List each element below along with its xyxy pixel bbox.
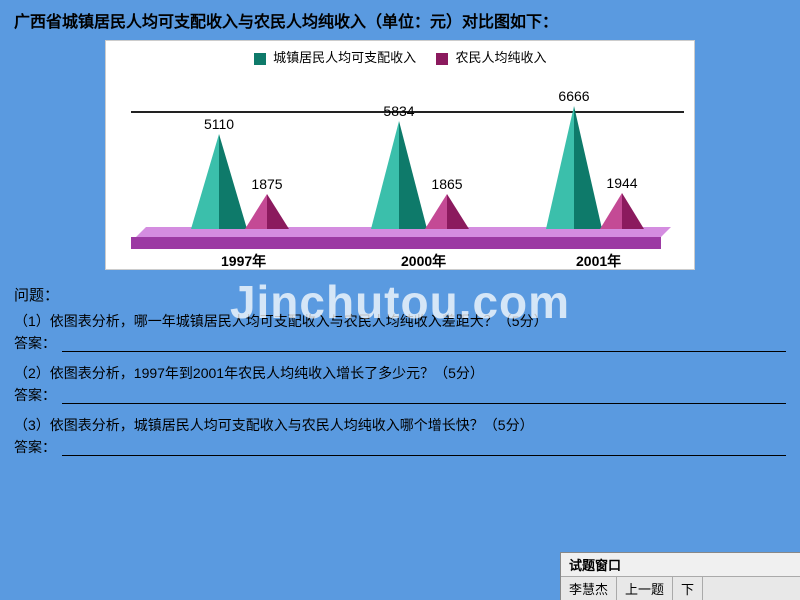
- urban-pyramid-2-value: 6666: [558, 88, 589, 106]
- footer-bar: 试题窗口 李慧杰 上一题 下: [560, 552, 800, 600]
- rural-pyramid-2: 1944: [600, 193, 644, 229]
- question-1: （1）依图表分析，哪一年城镇居民人均可支配收入与农民人均纯收入差距大？（5分）: [14, 311, 786, 331]
- questions-header: 问题：: [14, 284, 786, 305]
- question-2: （2）依图表分析，1997年到2001年农民人均纯收入增长了多少元？（5分）: [14, 363, 786, 383]
- legend-swatch-rural: [436, 53, 448, 65]
- urban-pyramid-0: 5110: [191, 134, 247, 229]
- chart-container: 城镇居民人均可支配收入 农民人均纯收入 51101875583418656666…: [105, 40, 695, 270]
- year-label-2: 2001年: [576, 251, 621, 271]
- answer-input-2[interactable]: [62, 387, 786, 404]
- answer-input-1[interactable]: [62, 335, 786, 352]
- page-title: 广西省城镇居民人均可支配收入与农民人均纯收入（单位：元）对比图如下：: [14, 8, 786, 32]
- chart-legend: 城镇居民人均可支配收入 农民人均纯收入: [106, 41, 694, 66]
- question-3: （3）依图表分析，城镇居民人均可支配收入与农民人均纯收入哪个增长快？（5分）: [14, 415, 786, 435]
- legend-swatch-urban: [254, 53, 266, 65]
- answer-label-3: 答案：: [14, 437, 56, 457]
- legend-item-rural: 农民人均纯收入: [436, 50, 547, 65]
- rural-pyramid-0: 1875: [245, 194, 289, 229]
- next-button[interactable]: 下: [673, 577, 703, 600]
- urban-pyramid-0-value: 5110: [204, 116, 234, 134]
- footer-author: 李慧杰: [561, 577, 617, 600]
- answer-input-3[interactable]: [62, 439, 786, 456]
- year-labels: 1997年 2000年 2001年: [106, 251, 694, 269]
- rural-pyramid-1-value: 1865: [431, 176, 462, 194]
- chart-floor: [131, 227, 676, 251]
- rural-pyramid-0-value: 1875: [251, 176, 282, 194]
- year-label-1: 2000年: [401, 251, 446, 271]
- legend-label-rural: 农民人均纯收入: [455, 50, 546, 65]
- rural-pyramid-1: 1865: [425, 194, 469, 229]
- urban-pyramid-1: 5834: [371, 121, 427, 229]
- legend-label-urban: 城镇居民人均可支配收入: [273, 50, 416, 65]
- year-label-0: 1997年: [221, 251, 266, 271]
- answer-label-1: 答案：: [14, 333, 56, 353]
- answer-label-2: 答案：: [14, 385, 56, 405]
- rural-pyramid-2-value: 1944: [606, 175, 637, 193]
- urban-pyramid-2: 6666: [546, 106, 602, 229]
- footer-title: 试题窗口: [561, 553, 800, 577]
- urban-pyramid-1-value: 5834: [383, 103, 414, 121]
- prev-button[interactable]: 上一题: [617, 577, 673, 600]
- legend-item-urban: 城镇居民人均可支配收入: [254, 50, 420, 65]
